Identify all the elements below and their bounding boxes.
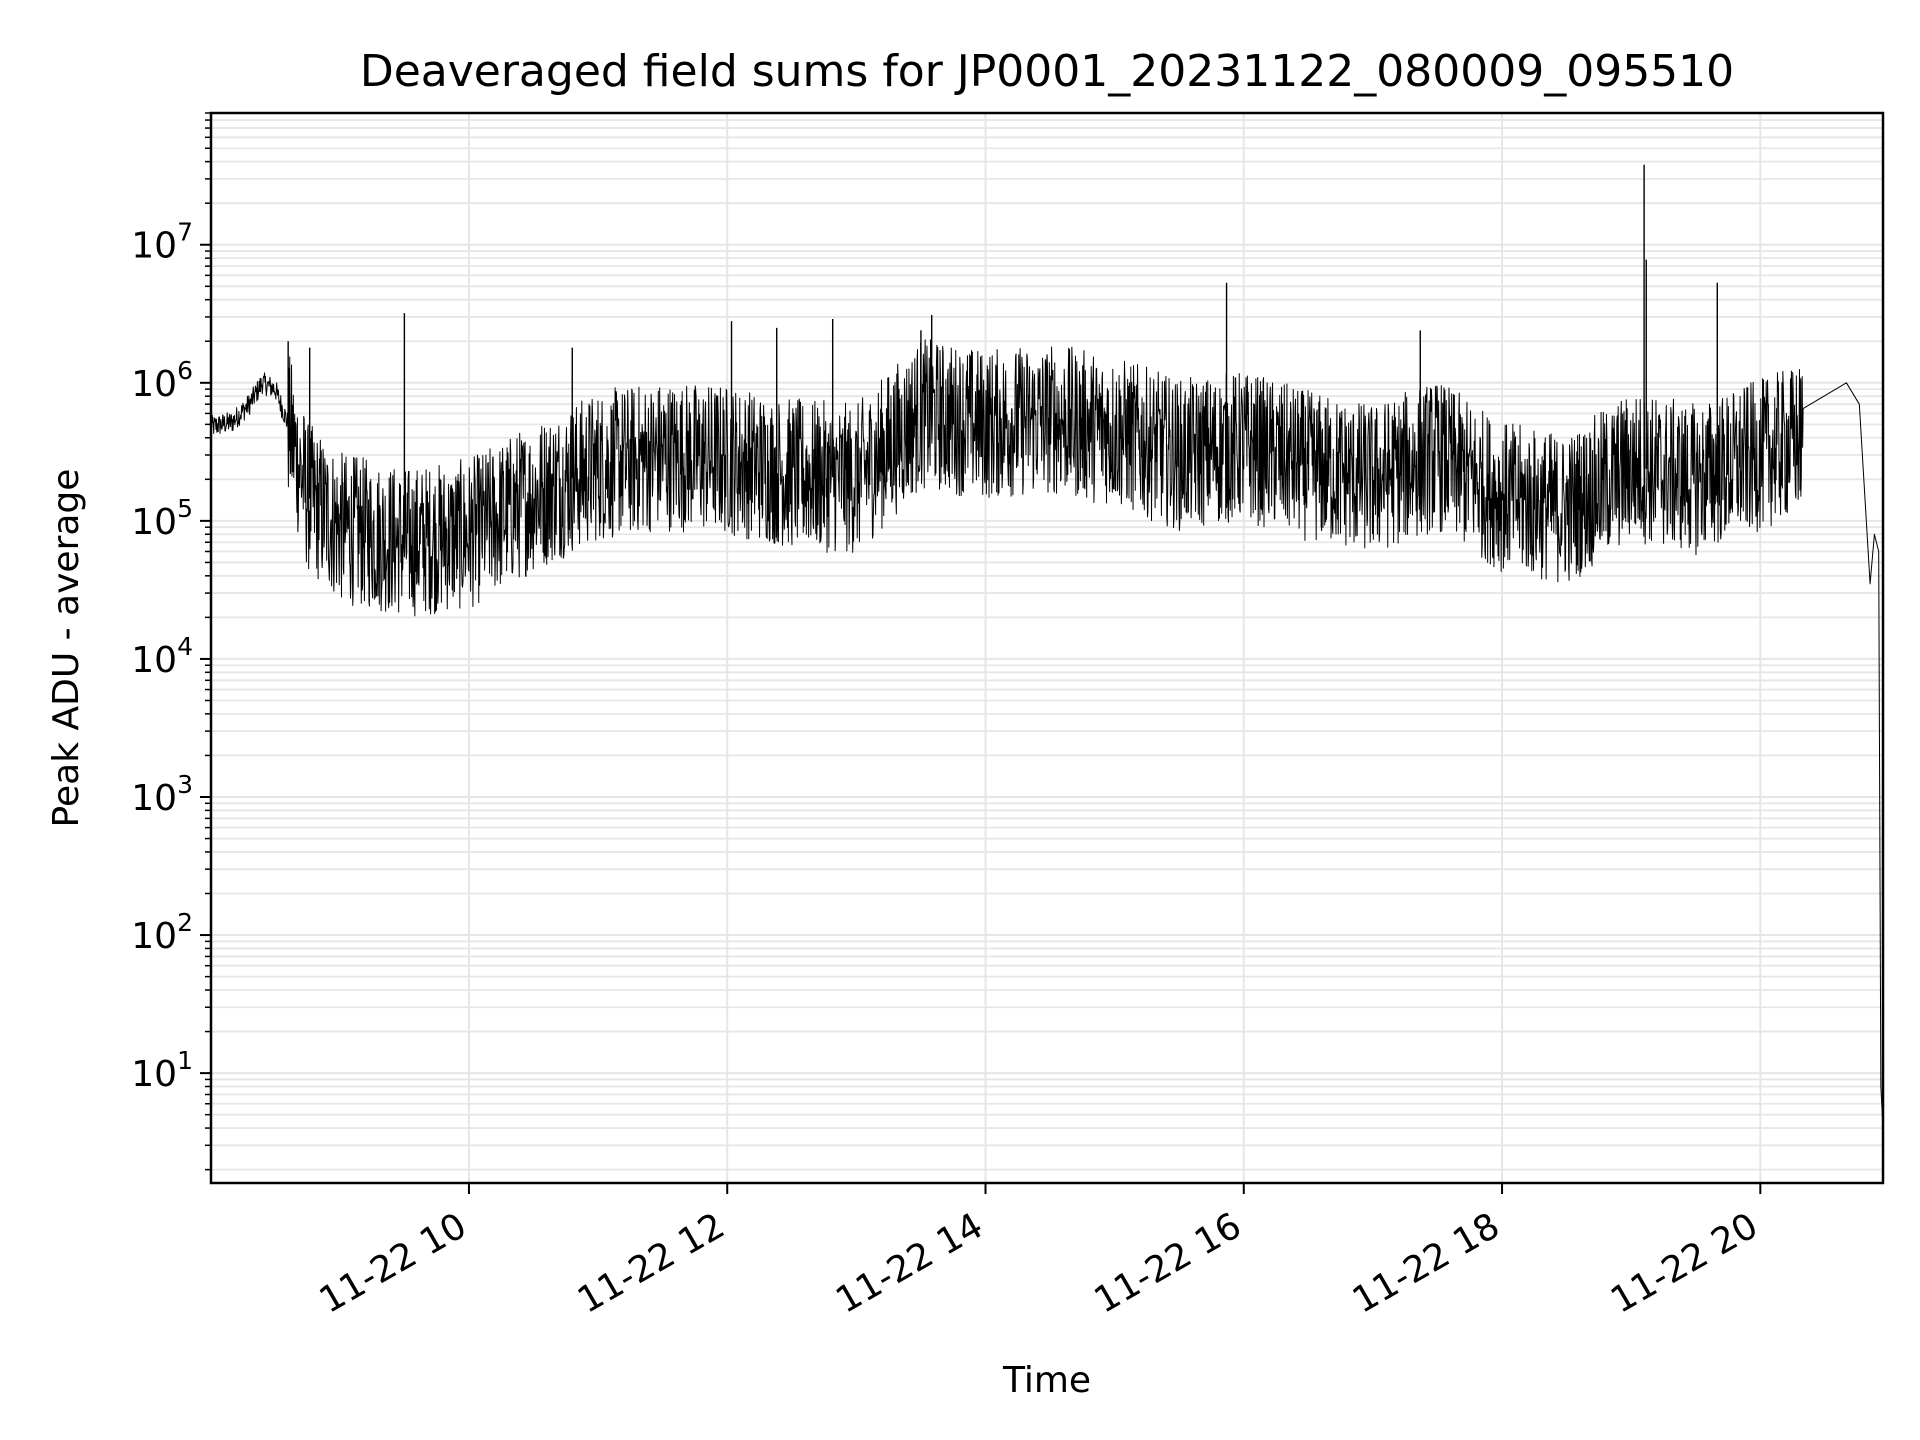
x-tick-label: 11-22 20 <box>1604 1205 1765 1321</box>
x-tick-label: 11-22 10 <box>313 1205 474 1321</box>
plot-area-frame <box>209 111 1885 1185</box>
y-tick-label: 106 <box>131 356 193 405</box>
y-tick-label: 103 <box>131 770 193 819</box>
y-tick-label: 104 <box>131 632 193 681</box>
x-axis-label: Time <box>1002 1360 1091 1401</box>
x-tick-label: 11-22 12 <box>571 1205 732 1321</box>
x-tick-label: 11-22 16 <box>1088 1205 1249 1321</box>
y-axis-label: Peak ADU - average <box>46 469 87 828</box>
y-tick-label: 105 <box>131 494 193 543</box>
y-axis: 101 102 103 104 105 106 107 <box>131 112 211 1171</box>
x-axis: 11-22 10 11-22 12 11-22 14 11-22 16 11-22 18… <box>313 1183 1765 1322</box>
x-tick-label: 11-22 14 <box>829 1205 990 1321</box>
y-tick-label: 101 <box>131 1046 193 1095</box>
series-line-group <box>210 164 1884 1129</box>
y-tick-label: 102 <box>131 908 193 957</box>
series-line <box>210 339 1884 1129</box>
x-tick-label: 11-22 18 <box>1346 1205 1507 1321</box>
chart-title: Deaveraged field sums for JP0001_2023112… <box>360 46 1734 97</box>
grid <box>211 112 1883 1183</box>
y-tick-label: 107 <box>131 218 193 267</box>
